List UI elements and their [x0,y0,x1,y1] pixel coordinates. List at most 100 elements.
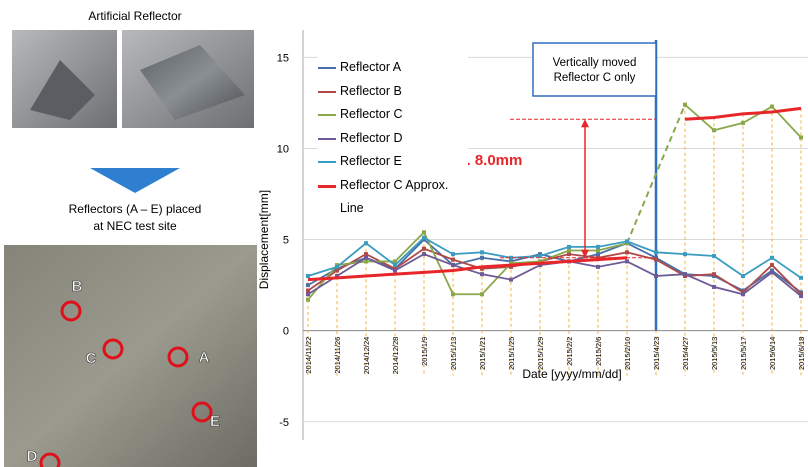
point [306,289,310,293]
point [364,256,368,260]
point [683,272,687,276]
panel-title: Artificial Reflector [88,9,181,23]
point [422,252,426,256]
point [451,292,455,296]
x-tick-label: 2015/1/9 [420,337,429,366]
point [625,250,629,254]
x-tick-label: 2015/2/6 [594,337,603,366]
point [393,263,397,267]
point [306,274,310,278]
point [712,285,716,289]
legend-swatch [318,138,336,140]
x-tick-label: 2014/12/24 [362,337,371,375]
point [654,250,658,254]
marker-label: E [210,413,220,430]
legend-swatch [318,161,336,163]
point [596,248,600,252]
point [422,236,426,240]
point [741,121,745,125]
x-tick-label: 2015/4/27 [681,337,690,370]
point [596,265,600,269]
legend-swatch [318,91,336,93]
point [770,270,774,274]
arrow-head [581,119,589,127]
point [480,272,484,276]
point [770,105,774,109]
arrow [90,168,180,193]
point [509,278,513,282]
y-tick-label: 0 [283,326,289,338]
point [364,252,368,256]
caption: at NEC test site [93,219,177,233]
point [596,252,600,256]
point [335,265,339,269]
x-tick-label: 2014/11/22 [304,337,313,374]
point [306,292,310,296]
legend-item: Reflector C [318,103,468,127]
legend-swatch [318,114,336,116]
point [451,252,455,256]
point [306,298,310,302]
point [625,259,629,263]
legend: Reflector AReflector BReflector CReflect… [318,56,468,221]
point [480,256,484,260]
point [683,252,687,256]
x-tick-label: 2015/2/10 [623,337,632,370]
point [712,128,716,132]
x-tick-label: 2015/1/29 [536,337,545,370]
y-tick-label: 15 [277,52,289,64]
y-tick-label: -5 [279,417,289,429]
marker-label: A [199,349,210,366]
point [364,241,368,245]
point [567,252,571,256]
y-axis-label: Displacement[mm] [257,190,271,289]
x-tick-label: 2015/6/18 [797,337,806,370]
x-tick-label: 2015/1/21 [478,337,487,370]
marker-label: C [86,350,97,367]
aerial-photo [4,245,257,467]
point [654,274,658,278]
legend-label: Reflector B [340,80,402,104]
point [741,292,745,296]
x-tick-label: 2014/12/28 [391,337,400,375]
point [770,263,774,267]
marker-label: D [27,448,38,465]
point [335,269,339,273]
point [567,248,571,252]
y-tick-label: 10 [277,143,289,155]
point [799,276,803,280]
point [625,239,629,243]
legend-label: Reflector C [340,103,403,127]
legend-label: Reflector E [340,150,402,174]
x-tick-label: 2015/1/25 [507,337,516,370]
point [567,245,571,249]
legend-item: Reflector B [318,80,468,104]
marker-label: B [72,278,83,295]
point [306,283,310,287]
point [451,258,455,262]
annotation-box [533,43,656,96]
legend-swatch [318,67,336,69]
annotation-text: Reflector C only [554,72,636,84]
point [393,269,397,273]
x-tick-label: 2014/11/26 [333,337,342,374]
point [654,258,658,262]
legend-item: Reflector C Approx. Line [318,174,468,221]
caption: Reflectors (A – E) placed [69,202,202,216]
legend-item: Reflector A [318,56,468,80]
point [799,136,803,140]
point [596,245,600,249]
point [770,256,774,260]
legend-label: Reflector D [340,127,403,151]
legend-label: Reflector A [340,56,401,80]
x-tick-label: 2015/5/17 [739,337,748,370]
point [799,294,803,298]
x-tick-label: 2015/1/13 [449,337,458,370]
legend-item: Reflector E [318,150,468,174]
legend-item: Reflector D [318,127,468,151]
point [712,254,716,258]
point [480,292,484,296]
point [422,247,426,251]
x-tick-label: 2015/4/23 [652,337,661,370]
point [712,272,716,276]
